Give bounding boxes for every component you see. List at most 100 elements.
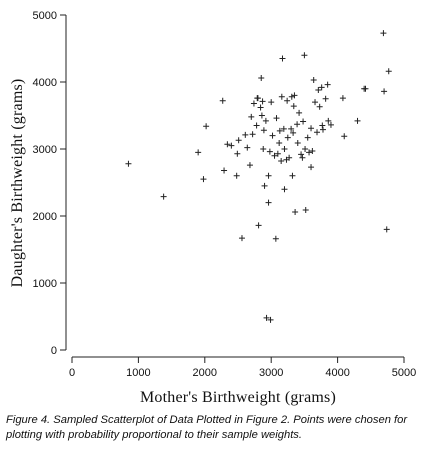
data-point: [276, 127, 283, 134]
data-point: [288, 93, 295, 100]
data-point: [258, 112, 265, 119]
data-point: [262, 117, 269, 124]
data-point: [276, 139, 283, 146]
data-point: [299, 154, 306, 161]
data-point: [254, 95, 261, 102]
data-point: [279, 55, 286, 62]
data-point: [319, 122, 326, 129]
data-point: [341, 133, 348, 140]
data-point: [200, 176, 207, 183]
data-point: [306, 149, 313, 156]
data-point: [383, 226, 390, 233]
data-point: [268, 99, 275, 106]
data-point: [263, 314, 270, 321]
data-point: [315, 87, 322, 94]
data-point: [286, 154, 293, 161]
data-point: [265, 172, 272, 179]
data-point: [296, 109, 303, 116]
x-tick-label: 1000: [126, 367, 150, 379]
x-tick-label: 2000: [193, 367, 217, 379]
data-point: [261, 182, 268, 189]
data-point: [318, 84, 325, 91]
data-point: [249, 131, 256, 138]
data-point: [274, 150, 281, 157]
data-point: [284, 134, 291, 141]
data-point: [300, 118, 307, 125]
data-point: [271, 152, 278, 159]
data-point: [312, 99, 319, 106]
data-point: [235, 137, 242, 144]
data-point: [160, 193, 167, 200]
data-point: [316, 103, 323, 110]
data-point: [302, 206, 309, 213]
x-tick-label: 5000: [392, 367, 416, 379]
x-tick-label: 0: [69, 367, 75, 379]
y-tick-label: 4000: [33, 77, 57, 89]
x-axis-ticks: 0 1000 2000 3000 4000 5000: [69, 357, 416, 379]
x-tick-label: 4000: [325, 367, 349, 379]
data-point: [203, 123, 210, 130]
data-point: [290, 103, 297, 110]
data-point: [381, 88, 388, 95]
data-point: [281, 146, 288, 152]
data-point: [308, 164, 315, 171]
y-tick-label: 5000: [33, 10, 57, 22]
data-point: [250, 100, 257, 107]
data-point: [308, 125, 315, 132]
data-point: [259, 98, 266, 105]
data-point: [354, 117, 361, 124]
data-point: [234, 150, 241, 157]
data-point: [248, 113, 255, 120]
data-point: [290, 129, 297, 136]
data-point: [292, 208, 299, 215]
data-point: [362, 85, 369, 92]
data-point: [294, 139, 301, 146]
x-axis-title: Mother's Birthweight (grams): [140, 389, 336, 406]
data-point: [339, 95, 346, 102]
data-point: [257, 104, 264, 111]
data-point: [255, 222, 262, 229]
data-point: [322, 95, 329, 102]
data-point: [244, 144, 251, 151]
data-point: [310, 76, 317, 83]
y-tick-label: 1000: [33, 278, 57, 290]
x-tick-label: 3000: [259, 367, 283, 379]
data-point: [304, 134, 311, 141]
data-point: [219, 97, 226, 104]
data-point: [319, 126, 326, 133]
data-point: [246, 162, 253, 169]
data-point: [253, 122, 260, 129]
data-point: [294, 121, 301, 128]
data-point: [385, 68, 392, 75]
data-points: [125, 30, 392, 323]
scatterplot: 0 1000 2000 3000 4000 5000 0 1000 2000 3000 4000 5…: [9, 10, 416, 406]
data-point: [228, 142, 235, 149]
data-point: [289, 172, 296, 179]
data-point: [325, 117, 332, 124]
data-point: [195, 149, 202, 156]
data-point: [125, 160, 132, 167]
data-point: [327, 121, 334, 128]
data-point: [242, 131, 249, 138]
y-axis-title: Daughter's Birthweight (grams): [9, 79, 26, 288]
data-point: [281, 186, 288, 193]
figure-caption: Figure 4. Sampled Scatterplot of Data Pl…: [6, 414, 408, 441]
data-point: [267, 316, 274, 323]
data-point: [273, 115, 280, 122]
y-tick-label: 2000: [33, 211, 57, 223]
data-point: [258, 74, 265, 81]
data-point: [314, 129, 321, 136]
data-point: [309, 148, 316, 155]
y-tick-label: 0: [51, 345, 57, 357]
data-point: [301, 52, 308, 59]
data-point: [291, 92, 298, 99]
data-point: [266, 148, 273, 155]
data-point: [221, 167, 228, 174]
data-point: [278, 93, 285, 100]
data-point: [278, 158, 285, 165]
data-point: [324, 81, 331, 88]
data-point: [288, 125, 295, 132]
data-point: [280, 125, 287, 132]
data-point: [265, 199, 272, 206]
data-point: [224, 141, 231, 148]
